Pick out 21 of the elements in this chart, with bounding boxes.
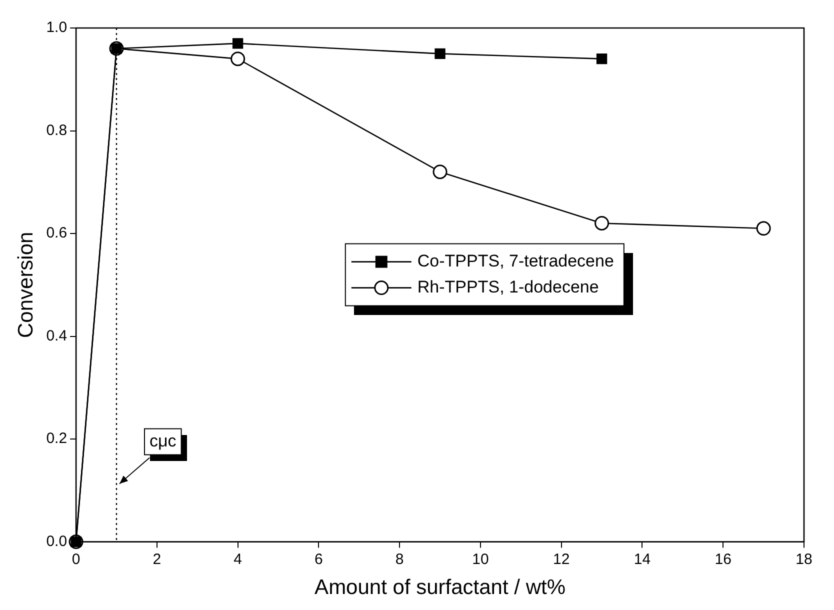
x-tick-label: 4: [234, 550, 242, 568]
y-tick-label: 0.4: [46, 327, 68, 344]
x-tick-label: 12: [553, 550, 570, 568]
ref-line-label: cμc: [149, 431, 177, 450]
x-axis-title: Amount of surfactant / wt%: [314, 576, 566, 600]
x-tick-label: 14: [634, 550, 651, 568]
x-tick-label: 2: [152, 550, 162, 568]
x-tick-label: 18: [796, 550, 812, 568]
legend-label: Co-TPPTS, 7-tetradecene: [417, 251, 614, 270]
y-tick-label: 0.6: [46, 224, 68, 242]
y-tick-label: 0.2: [46, 430, 68, 448]
x-tick-label: 10: [472, 550, 489, 568]
x-tick-label: 16: [714, 550, 732, 568]
y-tick-label: 0.8: [46, 122, 68, 139]
x-tick-label: 8: [395, 550, 404, 568]
x-tick-label: 0: [72, 550, 80, 568]
x-tick-label: 6: [314, 550, 323, 568]
y-tick-label: 1.0: [46, 19, 68, 36]
legend-label: Rh-TPPTS, 1-dodecene: [417, 277, 599, 296]
y-tick-label: 0.0: [46, 532, 68, 550]
y-axis-title: Conversion: [14, 232, 38, 338]
